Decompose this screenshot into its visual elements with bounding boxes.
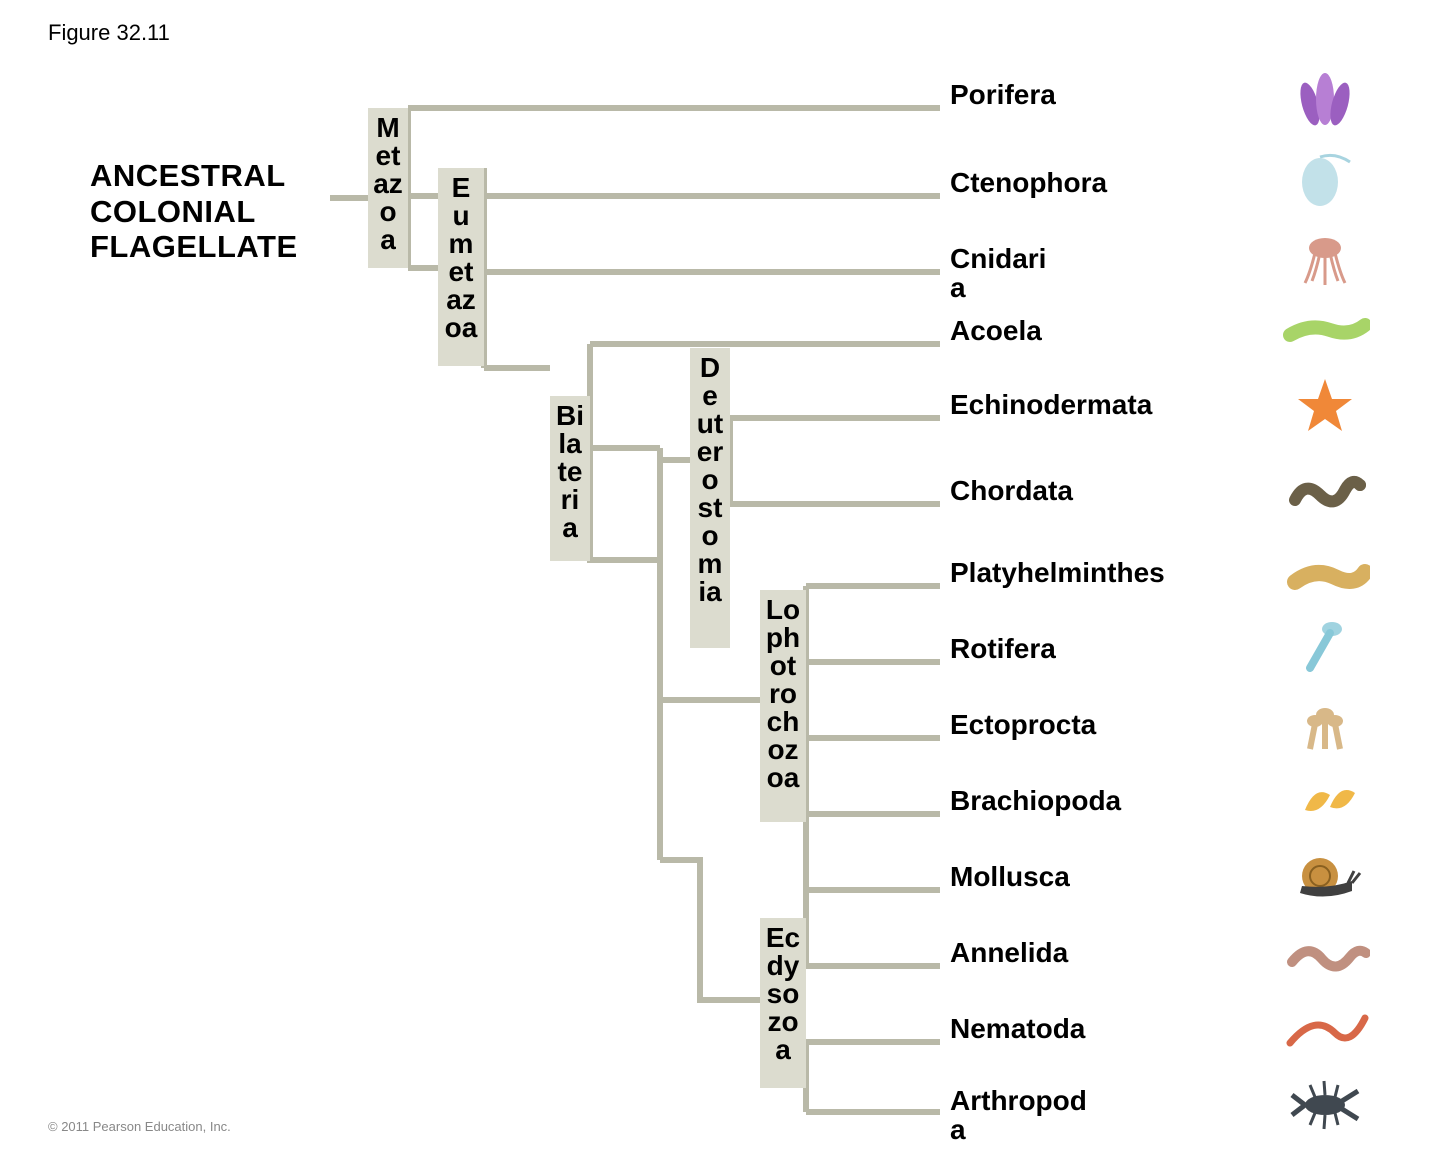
echinodermata-icon: [1280, 369, 1370, 444]
taxon-cnidaria: Cnidaria: [950, 244, 1046, 303]
clade-metazoa: Metazoa: [368, 108, 408, 268]
taxon-rotifera: Rotifera: [950, 634, 1056, 663]
chordata-icon: [1280, 455, 1370, 530]
ctenophora-icon: [1280, 147, 1370, 222]
clade-eumetazoa: Eumetazoa: [438, 168, 484, 366]
rotifera-icon: [1280, 613, 1370, 688]
copyright-text: © 2011 Pearson Education, Inc.: [48, 1119, 231, 1134]
clade-bilateria: Bilateria: [550, 396, 590, 561]
taxon-nematoda: Nematoda: [950, 1014, 1085, 1043]
taxon-chordata: Chordata: [950, 476, 1073, 505]
taxon-arthropoda: Arthropoda: [950, 1086, 1087, 1145]
porifera-icon: [1280, 59, 1370, 134]
ectoprocta-icon: [1280, 689, 1370, 764]
acoela-icon: [1280, 295, 1370, 370]
nematoda-icon: [1280, 993, 1370, 1068]
brachiopoda-icon: [1280, 765, 1370, 840]
taxon-mollusca: Mollusca: [950, 862, 1070, 891]
annelida-icon: [1280, 917, 1370, 992]
taxon-brachiopoda: Brachiopoda: [950, 786, 1121, 815]
tree-branch: [590, 344, 660, 560]
taxon-annelida: Annelida: [950, 938, 1068, 967]
clade-deuterostomia: Deuterostomia: [690, 348, 730, 648]
taxon-platyhelminthes: Platyhelminthes: [950, 558, 1165, 587]
cnidaria-icon: [1280, 223, 1370, 298]
clade-lophotrochozoa: Lophotrochozoa: [760, 590, 806, 822]
clade-ecdysozoa: Ecdysozoa: [760, 918, 806, 1088]
taxon-ctenophora: Ctenophora: [950, 168, 1107, 197]
tree-branch: [660, 860, 760, 1000]
taxon-ectoprocta: Ectoprocta: [950, 710, 1096, 739]
taxon-porifera: Porifera: [950, 80, 1056, 109]
taxon-acoela: Acoela: [950, 316, 1042, 345]
mollusca-icon: [1280, 841, 1370, 916]
taxon-echinodermata: Echinodermata: [950, 390, 1152, 419]
platyhelminthes-icon: [1280, 537, 1370, 612]
arthropoda-icon: [1280, 1065, 1370, 1140]
